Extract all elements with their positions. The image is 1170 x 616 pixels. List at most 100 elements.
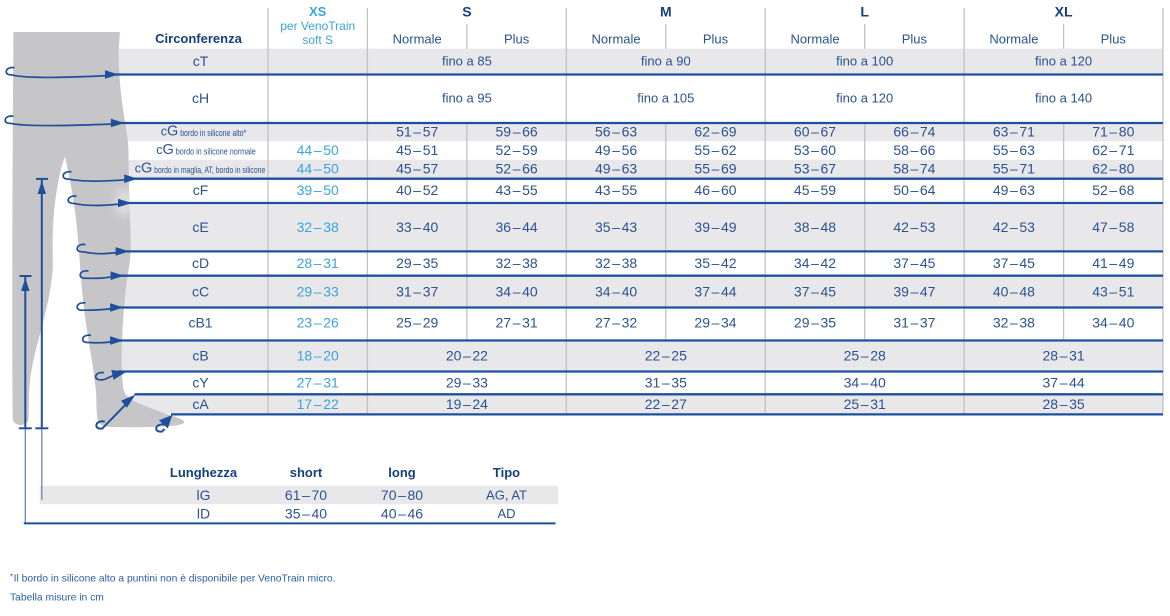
svg-text:55–71: 55–71 bbox=[993, 160, 1035, 176]
svg-text:L: L bbox=[860, 4, 869, 20]
svg-text:37–44: 37–44 bbox=[694, 284, 736, 300]
svg-text:22–27: 22–27 bbox=[645, 396, 687, 412]
svg-text:71–80: 71–80 bbox=[1092, 124, 1134, 140]
svg-text:37–45: 37–45 bbox=[893, 255, 935, 271]
svg-text:39–47: 39–47 bbox=[893, 284, 935, 300]
svg-text:31–37: 31–37 bbox=[396, 284, 438, 300]
svg-text:cC: cC bbox=[192, 284, 209, 300]
svg-text:Plus: Plus bbox=[703, 31, 729, 46]
svg-text:25–31: 25–31 bbox=[844, 396, 886, 412]
svg-text:Normale: Normale bbox=[393, 31, 442, 46]
svg-text:46–60: 46–60 bbox=[694, 182, 736, 198]
svg-text:34–40: 34–40 bbox=[496, 284, 538, 300]
svg-text:32–38: 32–38 bbox=[595, 255, 637, 271]
svg-text:Normale: Normale bbox=[989, 31, 1038, 46]
svg-text:fino a 140: fino a 140 bbox=[1035, 91, 1092, 106]
svg-text:soft S: soft S bbox=[302, 33, 333, 47]
svg-text:36–44: 36–44 bbox=[496, 219, 538, 235]
svg-text:28–31: 28–31 bbox=[1043, 348, 1085, 364]
svg-text:58–74: 58–74 bbox=[893, 160, 935, 176]
svg-text:49–63: 49–63 bbox=[993, 182, 1035, 198]
svg-text:45–59: 45–59 bbox=[794, 182, 836, 198]
svg-text:*Il bordo in silicone alto a p: *Il bordo in silicone alto a puntini non… bbox=[10, 572, 336, 584]
svg-text:34–42: 34–42 bbox=[794, 255, 836, 271]
svg-text:23–26: 23–26 bbox=[297, 315, 339, 331]
svg-text:61–70: 61–70 bbox=[285, 487, 327, 503]
svg-text:37–44: 37–44 bbox=[1043, 375, 1085, 391]
svg-text:cH: cH bbox=[192, 90, 209, 106]
svg-text:32–38: 32–38 bbox=[993, 315, 1035, 331]
svg-text:Lunghezza: Lunghezza bbox=[170, 465, 238, 480]
svg-text:58–66: 58–66 bbox=[893, 142, 935, 158]
svg-text:29–34: 29–34 bbox=[694, 315, 736, 331]
svg-text:34–40: 34–40 bbox=[1092, 315, 1134, 331]
svg-text:29–35: 29–35 bbox=[794, 315, 836, 331]
svg-text:cG bordo in silicone normale: cG bordo in silicone normale bbox=[156, 142, 256, 158]
svg-text:70–80: 70–80 bbox=[381, 487, 423, 503]
svg-text:62–69: 62–69 bbox=[694, 124, 736, 140]
svg-text:Normale: Normale bbox=[790, 31, 839, 46]
svg-text:35–42: 35–42 bbox=[694, 255, 736, 271]
svg-text:43–51: 43–51 bbox=[1092, 284, 1134, 300]
svg-text:42–53: 42–53 bbox=[893, 219, 935, 235]
svg-text:18–20: 18–20 bbox=[297, 348, 339, 364]
svg-text:32–38: 32–38 bbox=[297, 219, 339, 235]
svg-text:25–29: 25–29 bbox=[396, 315, 438, 331]
svg-text:fino a 105: fino a 105 bbox=[637, 91, 694, 106]
svg-text:Tabella misure in cm: Tabella misure in cm bbox=[10, 593, 104, 604]
svg-text:cY: cY bbox=[192, 375, 209, 391]
svg-text:40–52: 40–52 bbox=[396, 182, 438, 198]
svg-text:50–64: 50–64 bbox=[893, 182, 935, 198]
svg-text:per VenoTrain: per VenoTrain bbox=[280, 19, 355, 33]
svg-text:fino a 120: fino a 120 bbox=[836, 91, 893, 106]
svg-text:fino a 100: fino a 100 bbox=[836, 54, 893, 69]
svg-text:cD: cD bbox=[192, 255, 209, 271]
svg-text:cF: cF bbox=[193, 182, 209, 198]
svg-text:35–43: 35–43 bbox=[595, 219, 637, 235]
svg-text:29–35: 29–35 bbox=[396, 255, 438, 271]
svg-text:40–48: 40–48 bbox=[993, 284, 1035, 300]
svg-text:34–40: 34–40 bbox=[844, 375, 886, 391]
svg-text:cB1: cB1 bbox=[188, 315, 212, 331]
svg-text:fino a 90: fino a 90 bbox=[641, 54, 691, 69]
svg-text:27–31: 27–31 bbox=[496, 315, 538, 331]
svg-text:63–71: 63–71 bbox=[993, 124, 1035, 140]
svg-text:25–28: 25–28 bbox=[844, 348, 886, 364]
svg-text:62–80: 62–80 bbox=[1092, 160, 1134, 176]
svg-text:55–69: 55–69 bbox=[694, 160, 736, 176]
svg-text:27–32: 27–32 bbox=[595, 315, 637, 331]
svg-text:37–45: 37–45 bbox=[794, 284, 836, 300]
svg-text:53–60: 53–60 bbox=[794, 142, 836, 158]
svg-text:62–71: 62–71 bbox=[1092, 142, 1134, 158]
svg-text:52–68: 52–68 bbox=[1092, 182, 1134, 198]
svg-text:34–40: 34–40 bbox=[595, 284, 637, 300]
svg-text:51–57: 51–57 bbox=[396, 124, 438, 140]
svg-text:19–24: 19–24 bbox=[446, 396, 488, 412]
svg-text:49–63: 49–63 bbox=[595, 160, 637, 176]
svg-text:fino a 95: fino a 95 bbox=[442, 91, 492, 106]
svg-text:Tipo: Tipo bbox=[493, 465, 520, 480]
svg-text:Plus: Plus bbox=[902, 31, 928, 46]
svg-text:28–31: 28–31 bbox=[297, 255, 339, 271]
svg-text:45–57: 45–57 bbox=[396, 160, 438, 176]
svg-text:37–45: 37–45 bbox=[993, 255, 1035, 271]
svg-text:47–58: 47–58 bbox=[1092, 219, 1134, 235]
svg-text:42–53: 42–53 bbox=[993, 219, 1035, 235]
svg-text:52–66: 52–66 bbox=[496, 160, 538, 176]
svg-text:17–22: 17–22 bbox=[297, 396, 339, 412]
svg-text:60–67: 60–67 bbox=[794, 124, 836, 140]
svg-text:cT: cT bbox=[193, 53, 209, 69]
svg-text:Plus: Plus bbox=[1101, 31, 1127, 46]
svg-text:53–67: 53–67 bbox=[794, 160, 836, 176]
svg-text:M: M bbox=[660, 4, 672, 20]
svg-text:cG bordo in maglia, AT, bordo: cG bordo in maglia, AT, bordo in silicon… bbox=[135, 160, 266, 176]
svg-text:Circonferenza: Circonferenza bbox=[155, 31, 242, 46]
svg-text:S: S bbox=[462, 4, 471, 20]
svg-text:28–35: 28–35 bbox=[1043, 396, 1085, 412]
svg-text:31–37: 31–37 bbox=[893, 315, 935, 331]
svg-text:27–31: 27–31 bbox=[297, 375, 339, 391]
svg-text:fino a 120: fino a 120 bbox=[1035, 54, 1092, 69]
svg-text:32–38: 32–38 bbox=[496, 255, 538, 271]
svg-text:40–46: 40–46 bbox=[381, 505, 423, 521]
svg-text:52–59: 52–59 bbox=[496, 142, 538, 158]
